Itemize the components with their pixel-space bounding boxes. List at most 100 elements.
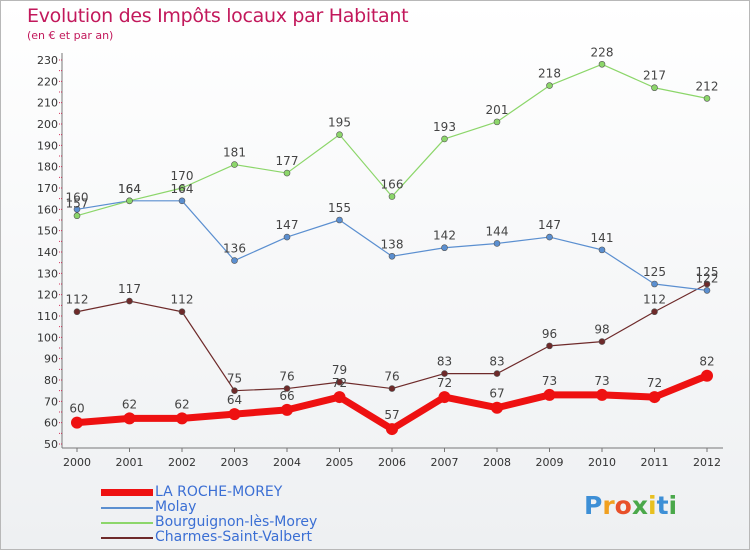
y-tick-label: 150 (37, 225, 58, 238)
y-tick-label: 190 (37, 139, 58, 152)
data-label: 170 (171, 169, 194, 183)
data-label: 62 (122, 397, 137, 411)
y-tick-label: 90 (44, 353, 58, 366)
legend-item-charmes-saint-valbert[interactable]: Charmes-Saint-Valbert (101, 530, 317, 545)
data-point (336, 131, 343, 138)
x-tick-label: 2006 (378, 456, 406, 469)
data-point (231, 161, 238, 168)
data-point (126, 197, 133, 205)
legend-label: Bourguignon-lès-Morey (155, 514, 318, 530)
legend-swatch (101, 521, 153, 524)
data-point (228, 408, 241, 421)
series-labels: 112 117 112 75 76 79 76 83 83 96 98 112 125 160 164 164… (66, 45, 719, 422)
data-label: 218 (538, 67, 561, 81)
data-label: 72 (437, 376, 452, 390)
data-point (388, 385, 396, 392)
data-point (543, 388, 556, 401)
y-tick-label: 220 (37, 75, 58, 88)
chart-title: Evolution des Impôts locaux par Habitant (27, 5, 409, 27)
data-label: 62 (174, 397, 189, 411)
data-point (651, 280, 658, 288)
x-tick-label: 2001 (116, 456, 144, 469)
data-point (126, 297, 133, 305)
logo-letter: r (602, 491, 615, 520)
logo-letter: o (614, 491, 632, 520)
data-label: 82 (699, 355, 714, 369)
x-tick-label: 2003 (221, 456, 249, 469)
y-tick-label: 70 (44, 395, 58, 408)
data-label: 67 (489, 387, 504, 401)
x-tick-label: 2009 (536, 456, 564, 469)
data-label: 96 (542, 327, 557, 341)
data-point (703, 280, 711, 288)
data-point (703, 287, 711, 294)
data-label: 164 (118, 182, 141, 196)
legend-swatch (101, 489, 153, 496)
logo-letter: x (631, 491, 648, 520)
data-point (441, 244, 448, 252)
data-point (231, 387, 238, 394)
data-label: 76 (279, 370, 294, 384)
data-label: 112 (171, 293, 194, 307)
x-tick-label: 2005 (326, 456, 354, 469)
data-point (598, 60, 606, 68)
data-point (546, 342, 553, 350)
data-label: 147 (538, 218, 561, 232)
data-label: 160 (66, 190, 89, 204)
data-label: 83 (489, 355, 504, 369)
logo-letter: i (668, 491, 678, 520)
x-tick-label: 2004 (273, 456, 301, 469)
axis-ticks: 50 60 70 80 90 100 110 120 130 140 150 160 170 180 190… (37, 54, 721, 469)
data-point (651, 84, 658, 92)
data-label: 164 (118, 182, 141, 196)
data-point (491, 401, 503, 414)
logo-letter: t (656, 491, 669, 520)
y-tick-label: 130 (37, 267, 58, 280)
y-tick-label: 100 (37, 331, 58, 344)
data-label: 122 (696, 271, 719, 285)
x-tick-label: 2011 (641, 456, 669, 469)
data-point (493, 118, 501, 126)
data-label: 72 (647, 376, 662, 390)
data-point (701, 369, 713, 382)
data-point (388, 252, 396, 260)
data-point (598, 246, 606, 254)
data-label: 125 (696, 265, 719, 279)
proxiti-logo: Proxiti (584, 491, 677, 520)
data-point (176, 412, 188, 425)
data-point (281, 403, 293, 416)
data-point (651, 308, 658, 316)
data-point (546, 82, 553, 89)
y-tick-label: 160 (37, 203, 58, 216)
data-point (336, 378, 343, 386)
data-label: 157 (66, 197, 89, 211)
data-point (386, 423, 398, 436)
data-label: 98 (594, 323, 609, 337)
legend-item-la-roche-morey[interactable]: LA ROCHE-MOREY (101, 485, 317, 500)
data-label: 66 (279, 389, 294, 403)
data-point (178, 308, 186, 316)
legend-item-molay[interactable]: Molay (101, 500, 317, 515)
data-label: 73 (594, 374, 609, 388)
data-point (283, 233, 291, 241)
data-point (283, 169, 291, 177)
data-label: 138 (381, 237, 404, 251)
chart-subtitle: (en € et par an) (27, 29, 114, 42)
data-point (438, 391, 451, 404)
legend-item-bourguignon-les-morey[interactable]: Bourguignon-lès-Morey (101, 515, 317, 530)
data-label: 212 (696, 79, 719, 93)
y-tick-label: 50 (44, 438, 58, 451)
data-label: 177 (276, 154, 299, 168)
logo-letter: i (648, 491, 657, 520)
data-label: 141 (591, 231, 614, 245)
data-label: 217 (643, 69, 666, 83)
legend-swatch (101, 506, 153, 509)
data-point (73, 206, 81, 213)
legend: LA ROCHE-MOREY Molay Bourguignon-lès-Mor… (101, 485, 317, 545)
data-label: 136 (223, 242, 246, 256)
data-label: 117 (118, 282, 141, 296)
data-point (596, 388, 608, 401)
data-label: 147 (276, 218, 299, 232)
